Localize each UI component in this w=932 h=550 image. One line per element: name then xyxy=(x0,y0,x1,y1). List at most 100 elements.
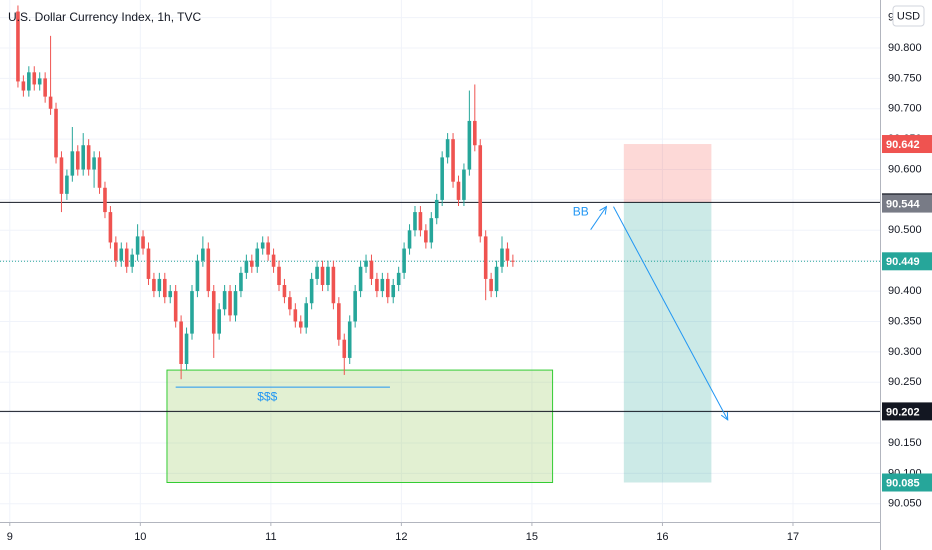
candle-body xyxy=(277,266,281,286)
candle-body xyxy=(364,260,368,267)
candle-body xyxy=(228,291,232,316)
plot: BB $$$ xyxy=(0,5,880,484)
price-label: 90.085 xyxy=(886,477,920,489)
price-label: 90.202 xyxy=(886,406,920,418)
candle-body xyxy=(48,96,53,109)
candle-body xyxy=(255,248,260,267)
candle-body xyxy=(59,157,64,194)
candle-body xyxy=(114,242,118,261)
x-tick-label: 17 xyxy=(787,531,799,543)
candle-body xyxy=(86,145,91,170)
candle-body xyxy=(201,248,205,261)
x-tick-label: 16 xyxy=(656,531,668,543)
price-label: 90.642 xyxy=(886,139,920,151)
candle-body xyxy=(162,278,167,298)
arrow-head xyxy=(599,205,608,215)
y-tick-label: 90.800 xyxy=(888,42,922,54)
candle-body xyxy=(483,236,488,279)
annotation: BB xyxy=(573,204,589,218)
demand-zone xyxy=(166,369,554,484)
candle-body xyxy=(108,212,113,243)
candle-body xyxy=(342,339,347,358)
price-label: 90.449 xyxy=(886,256,920,268)
y-tick-label: 90.250 xyxy=(888,376,922,388)
candle-body xyxy=(130,254,134,267)
candle-body xyxy=(37,78,42,85)
candle-body xyxy=(119,248,124,261)
candle-body xyxy=(402,248,406,273)
candle-body xyxy=(244,260,249,273)
price-label-box xyxy=(882,402,932,421)
candle-body xyxy=(505,248,510,261)
candle-body xyxy=(184,333,189,365)
candle-body xyxy=(320,266,325,286)
candle-body xyxy=(157,278,162,292)
candle-body xyxy=(434,199,439,219)
y-tick-label: 90.050 xyxy=(888,498,922,510)
candle-body xyxy=(369,260,374,279)
candle-body xyxy=(440,157,444,200)
candle-body xyxy=(21,81,26,91)
candle-body xyxy=(424,230,428,243)
y-tick-label: 90.300 xyxy=(888,346,922,358)
candle-body xyxy=(282,285,287,298)
candle-body xyxy=(43,78,47,97)
candle-body xyxy=(293,309,298,322)
candle-body xyxy=(135,236,140,255)
candle-body xyxy=(97,157,102,188)
candle-body xyxy=(168,291,173,298)
candle-body xyxy=(418,212,423,231)
candle-body xyxy=(27,72,31,91)
candle-body xyxy=(70,151,75,176)
stop-zone xyxy=(623,144,712,203)
candle-body xyxy=(385,278,390,298)
candle-body xyxy=(396,272,401,286)
candle-body xyxy=(494,266,499,292)
candle-body xyxy=(65,175,69,194)
candle-body xyxy=(309,278,314,304)
candle-body xyxy=(190,291,194,334)
candle-body xyxy=(462,169,466,200)
candle-body xyxy=(124,248,129,267)
y-tick-label: 90.600 xyxy=(888,163,922,175)
price-label: 90.544 xyxy=(886,198,921,210)
candle-body xyxy=(391,285,396,298)
candle-body xyxy=(358,266,363,292)
price-label-box xyxy=(882,135,932,154)
candle-body xyxy=(380,278,385,292)
y-tick-label: 90.700 xyxy=(888,103,922,115)
candle-body xyxy=(467,120,472,170)
price-label-box xyxy=(882,473,932,492)
candle-body xyxy=(326,266,330,286)
candle-body xyxy=(478,145,483,237)
candle-body xyxy=(54,108,58,158)
candle-body xyxy=(179,321,183,365)
candle-body xyxy=(173,291,178,322)
candle-body xyxy=(32,72,37,85)
candle-body xyxy=(445,139,450,158)
candle-body xyxy=(222,291,227,310)
candle-body xyxy=(211,291,216,334)
candle-body xyxy=(233,291,238,316)
candle-body xyxy=(92,157,96,170)
candle-body xyxy=(260,242,265,249)
candle-body xyxy=(103,187,107,213)
x-tick-label: 11 xyxy=(265,531,276,543)
currency-button[interactable] xyxy=(892,5,925,27)
candle-body xyxy=(16,11,20,82)
candle-body xyxy=(288,297,292,310)
arrow-head xyxy=(720,411,729,421)
candle-body xyxy=(81,145,86,170)
candle-body xyxy=(298,321,303,328)
y-tick-label: 90.400 xyxy=(888,285,922,297)
target-zone xyxy=(623,202,712,483)
candle-body xyxy=(511,260,515,262)
candle-body xyxy=(407,230,412,249)
candle-body xyxy=(331,266,336,304)
arrow xyxy=(590,206,607,230)
candle-body xyxy=(304,303,309,328)
x-tick-label: 10 xyxy=(134,531,146,543)
candle-body xyxy=(473,120,477,146)
